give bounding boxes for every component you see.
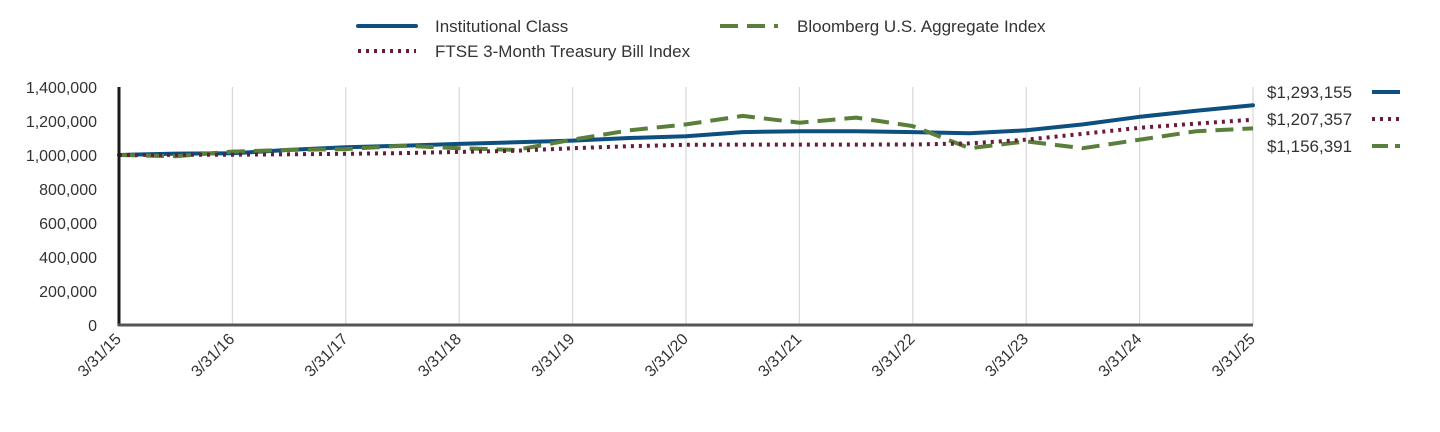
x-tick-label: 3/31/20 — [642, 331, 692, 381]
x-axis-ticks: 3/31/15 3/31/16 3/31/17 3/31/18 3/31/19 3/31/… — [75, 331, 1259, 381]
end-value-label-0: $1,293,155 — [1267, 83, 1352, 102]
series-line-1 — [118, 113, 1254, 159]
x-tick-label: 3/31/21 — [755, 331, 805, 381]
series-line-2 — [118, 117, 1254, 157]
y-tick-label: 200,000 — [39, 284, 97, 301]
y-tick-label: 800,000 — [39, 182, 97, 199]
x-tick-label: 3/31/19 — [529, 331, 579, 381]
x-tick-label: 3/31/18 — [415, 331, 465, 381]
y-tick-label: 1,000,000 — [26, 148, 97, 165]
x-tick-label: 3/31/22 — [869, 331, 919, 381]
legend: Institutional Class Bloomberg U.S. Aggreg… — [356, 17, 1046, 61]
y-tick-label: 0 — [88, 318, 97, 335]
x-tick-label: 3/31/15 — [75, 331, 125, 381]
y-axis-ticks: 0 200,000 400,000 600,000 800,000 1,000,000 1,… — [26, 80, 97, 335]
axes — [117, 87, 1253, 327]
x-tick-label: 3/31/17 — [302, 331, 352, 381]
y-tick-label: 1,200,000 — [26, 114, 97, 131]
x-tick-label: 3/31/23 — [982, 331, 1032, 381]
end-value-label-2: $1,207,357 — [1267, 110, 1352, 129]
x-tick-label: 3/31/16 — [188, 331, 238, 381]
end-labels: $1,293,155 $1,207,357 $1,156,391 — [1267, 83, 1400, 156]
y-tick-label: 600,000 — [39, 216, 97, 233]
legend-label-2: FTSE 3-Month Treasury Bill Index — [435, 42, 691, 61]
end-value-label-1: $1,156,391 — [1267, 137, 1352, 156]
y-tick-label: 400,000 — [39, 250, 97, 267]
legend-label-1: Bloomberg U.S. Aggregate Index — [797, 17, 1046, 36]
y-tick-label: 1,400,000 — [26, 80, 97, 97]
x-tick-label: 3/31/25 — [1209, 331, 1259, 381]
x-tick-label: 3/31/24 — [1096, 331, 1146, 381]
series-lines — [117, 103, 1255, 159]
legend-label-0: Institutional Class — [435, 17, 568, 36]
